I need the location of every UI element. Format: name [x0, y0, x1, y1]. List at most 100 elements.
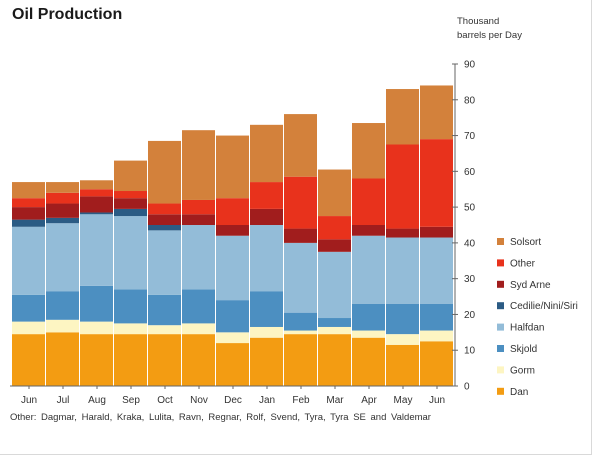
y-tick-label-0: 0	[464, 382, 470, 393]
bar-segment-cedilie-nini-siri-2	[46, 217, 79, 224]
bar-segment-solsort-11	[352, 123, 385, 179]
bar-segment-skjold-1	[12, 294, 45, 322]
bar-segment-cedilie-nini-siri-5	[148, 225, 181, 231]
bar-segment-gorm-4	[114, 323, 147, 335]
bar-segment-solsort-9	[284, 114, 317, 177]
bar-segment-skjold-8	[250, 291, 283, 327]
bar-segment-gorm-2	[46, 319, 79, 333]
bar-segment-gorm-11	[352, 330, 385, 338]
bar-segment-other-11	[352, 178, 385, 225]
y-axis-unit-line-2: barrels per Day	[457, 30, 522, 41]
bar-segment-syd-arne-1	[12, 207, 45, 220]
x-tick-label-8: Jan	[259, 395, 275, 406]
bar-segment-other-10	[318, 216, 351, 240]
bar-segment-syd-arne-6	[182, 214, 215, 225]
bar-segment-other-2	[46, 192, 79, 204]
bar-segment-cedilie-nini-siri-1	[12, 219, 45, 227]
y-tick-label-20: 20	[464, 310, 476, 321]
bar-segment-halfdan-13	[420, 237, 453, 304]
bar-segment-dan-6	[182, 334, 215, 386]
x-tick-label-12: May	[394, 395, 413, 406]
legend-swatch-solsort	[497, 238, 504, 245]
bar-segment-skjold-9	[284, 312, 317, 331]
bar-segment-dan-5	[148, 334, 181, 386]
bar-segment-dan-10	[318, 334, 351, 386]
bar-segment-gorm-8	[250, 326, 283, 338]
bar-segment-solsort-10	[318, 169, 351, 217]
y-tick-label-80: 80	[464, 95, 476, 106]
footnote: Other: Dagmar, Harald, Kraka, Lulita, Ra…	[10, 412, 431, 423]
x-tick-label-11: Apr	[361, 395, 377, 406]
bar-segment-syd-arne-13	[420, 226, 453, 238]
bar-segment-other-4	[114, 191, 147, 199]
bar-segment-halfdan-3	[80, 214, 113, 286]
legend-label-cedilie-nini-siri: Cedilie/Nini/Siri	[510, 301, 578, 312]
bar-segment-solsort-6	[182, 130, 215, 200]
bar-segment-gorm-1	[12, 321, 45, 335]
bar-segment-syd-arne-10	[318, 239, 351, 252]
bar-segment-syd-arne-8	[250, 208, 283, 225]
bar-segment-dan-1	[12, 334, 45, 386]
x-tick-label-10: Mar	[326, 395, 344, 406]
bar-segment-skjold-10	[318, 318, 351, 327]
bar-segment-gorm-10	[318, 326, 351, 335]
bar-segment-halfdan-7	[216, 235, 249, 301]
bar-segment-halfdan-2	[46, 223, 79, 292]
bar-segment-solsort-13	[420, 85, 453, 140]
bar-segment-dan-3	[80, 334, 113, 386]
y-axis-unit-line-1: Thousand	[457, 16, 500, 27]
bar-segment-dan-12	[386, 344, 419, 386]
bar-segment-gorm-13	[420, 330, 453, 342]
bar-segment-skjold-5	[148, 294, 181, 326]
legend-swatch-dan	[497, 387, 504, 395]
bar-segment-gorm-6	[182, 323, 215, 335]
bar-segment-syd-arne-4	[114, 198, 147, 209]
bar-segment-skjold-7	[216, 300, 249, 333]
x-tick-label-5: Oct	[157, 395, 173, 406]
bar-segment-skjold-3	[80, 285, 113, 322]
bar-segment-halfdan-4	[114, 216, 147, 290]
bar-segment-syd-arne-2	[46, 203, 79, 218]
x-tick-label-4: Sep	[122, 395, 140, 406]
legend-label-solsort: Solsort	[510, 237, 541, 248]
bar-segment-syd-arne-12	[386, 228, 419, 238]
bar-segment-halfdan-8	[250, 225, 283, 292]
legend-swatch-syd-arne	[497, 280, 504, 288]
bar-segment-other-6	[182, 199, 215, 215]
legend-label-other: Other	[510, 258, 536, 269]
legend-swatch-other	[497, 259, 504, 267]
y-tick-label-70: 70	[464, 131, 476, 142]
legend-label-syd-arne: Syd Arne	[510, 280, 551, 291]
bar-segment-other-13	[420, 139, 453, 227]
x-tick-label-2: Jul	[57, 395, 70, 406]
y-tick-label-50: 50	[464, 203, 476, 214]
legend-label-dan: Dan	[510, 387, 528, 398]
legend-swatch-halfdan	[497, 323, 504, 331]
bar-segment-skjold-2	[46, 291, 79, 320]
bar-segment-syd-arne-11	[352, 225, 385, 236]
legend-swatch-gorm	[497, 366, 504, 374]
bar-segment-gorm-3	[80, 321, 113, 335]
x-tick-label-9: Feb	[292, 395, 310, 406]
x-tick-label-7: Dec	[224, 395, 242, 406]
bar-segment-dan-7	[216, 343, 249, 386]
bar-segment-skjold-11	[352, 303, 385, 331]
y-tick-label-40: 40	[464, 238, 476, 249]
bar-segment-halfdan-10	[318, 251, 351, 319]
bar-segment-other-7	[216, 198, 249, 225]
bar-segment-other-9	[284, 176, 317, 229]
bar-segment-halfdan-11	[352, 235, 385, 304]
bar-segment-cedilie-nini-siri-3	[80, 212, 113, 215]
bar-segment-solsort-4	[114, 160, 147, 192]
y-tick-label-90: 90	[464, 60, 476, 71]
bar-segment-gorm-7	[216, 332, 249, 344]
x-tick-label-13: Jun	[429, 395, 445, 406]
bar-segment-solsort-1	[12, 182, 45, 199]
bar-segment-syd-arne-5	[148, 214, 181, 225]
bar-segment-gorm-5	[148, 325, 181, 335]
bar-segment-solsort-12	[386, 89, 419, 145]
bar-segment-solsort-8	[250, 124, 283, 183]
bar-segment-other-12	[386, 144, 419, 229]
